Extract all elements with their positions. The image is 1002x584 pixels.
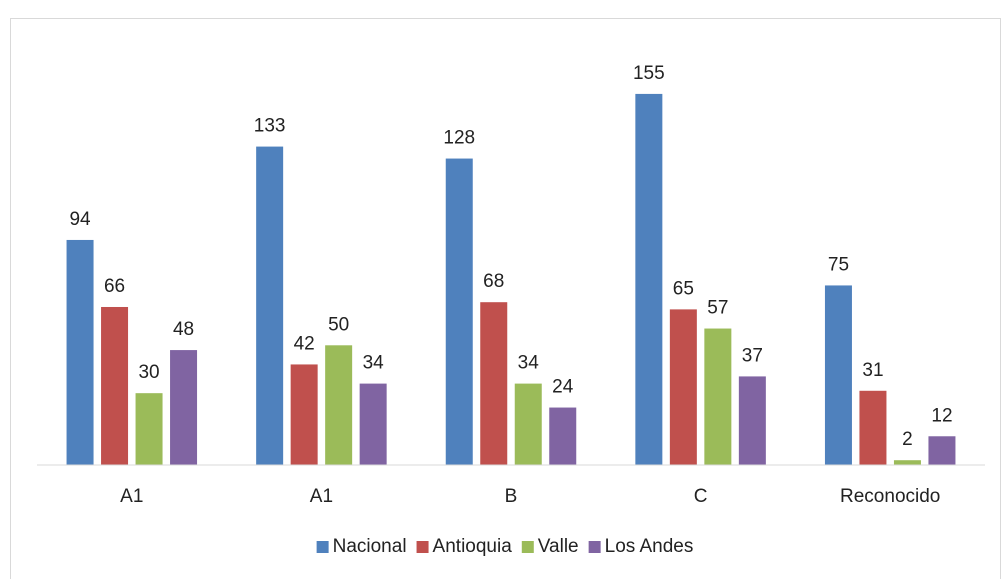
bar bbox=[445, 158, 473, 465]
data-label: 128 bbox=[443, 128, 475, 149]
bar bbox=[738, 376, 766, 465]
bar bbox=[170, 350, 198, 465]
data-label: 48 bbox=[173, 319, 194, 340]
data-label: 68 bbox=[483, 271, 504, 292]
data-label: 2 bbox=[902, 429, 913, 450]
x-tick-label: C bbox=[694, 486, 708, 507]
data-label: 57 bbox=[707, 298, 728, 319]
bar bbox=[824, 285, 852, 465]
bar bbox=[514, 383, 542, 465]
legend-swatch bbox=[316, 541, 329, 553]
data-label: 34 bbox=[363, 353, 385, 374]
bar bbox=[359, 383, 387, 465]
bar bbox=[325, 345, 353, 465]
bar bbox=[859, 390, 887, 465]
x-tick-label: Reconocido bbox=[840, 486, 940, 507]
data-label: 34 bbox=[518, 353, 540, 374]
data-label: 66 bbox=[104, 276, 125, 297]
bar bbox=[704, 328, 732, 465]
data-label: 31 bbox=[862, 360, 883, 381]
bar bbox=[893, 460, 921, 465]
data-label: 42 bbox=[294, 333, 315, 354]
data-label: 65 bbox=[673, 278, 694, 299]
bar bbox=[635, 93, 663, 465]
data-label: 94 bbox=[69, 209, 91, 230]
bar bbox=[66, 239, 94, 465]
bar bbox=[256, 146, 284, 466]
x-tick-label: A1 bbox=[120, 486, 143, 507]
legend-swatch bbox=[521, 541, 534, 553]
data-label: 133 bbox=[254, 116, 286, 137]
data-label: 50 bbox=[328, 314, 349, 335]
bar bbox=[135, 393, 163, 465]
legend-label: Nacional bbox=[333, 536, 407, 557]
legend-label: Los Andes bbox=[605, 536, 694, 557]
x-tick-label: A1 bbox=[310, 486, 333, 507]
bar bbox=[290, 364, 318, 465]
data-label: 75 bbox=[828, 254, 849, 275]
data-label: 37 bbox=[742, 345, 763, 366]
legend-swatch bbox=[416, 541, 429, 553]
legend-swatch bbox=[588, 541, 601, 553]
bar bbox=[480, 302, 508, 465]
data-label: 155 bbox=[633, 63, 665, 84]
bar bbox=[549, 407, 577, 465]
data-label: 30 bbox=[138, 362, 159, 383]
bar bbox=[928, 436, 956, 465]
data-label: 12 bbox=[931, 405, 952, 426]
data-label: 24 bbox=[552, 377, 574, 398]
bar bbox=[101, 306, 129, 465]
legend-label: Antioquia bbox=[433, 536, 513, 557]
x-tick-label: B bbox=[505, 486, 518, 507]
legend-label: Valle bbox=[538, 536, 579, 557]
bar bbox=[669, 309, 697, 465]
